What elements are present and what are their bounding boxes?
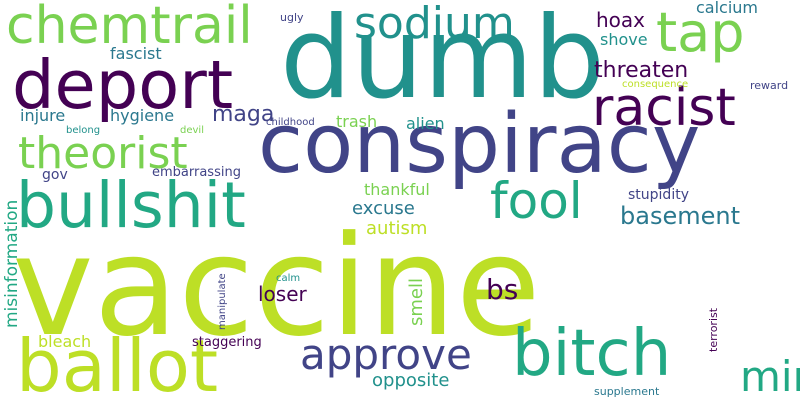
word-belong: belong [66,125,101,136]
word-loser: loser [258,282,307,306]
word-scared: scared [712,392,800,400]
word-staggering: staggering [192,335,262,350]
word-devil: devil [180,125,204,136]
word-sodium: sodium [354,0,515,49]
word-threaten: threaten [594,58,689,83]
word-terrorist: terrorist [707,307,720,352]
word-deport: deport [12,46,234,124]
word-smell: smell [406,278,427,326]
word-ballot: ballot [16,324,219,400]
word-alien: alien [406,114,445,133]
word-fascist: fascist [110,44,162,63]
word-injure: injure [20,106,66,125]
word-vaccine: vaccine [12,206,541,367]
word-maga: maga [212,102,275,127]
word-approve: approve [300,330,472,379]
word-manipulate: manipulate [217,273,228,330]
word-calcium: calcium [696,0,759,17]
word-miracle: miracle [740,352,800,400]
word-bitch: bitch [512,317,672,391]
word-bs: bs [486,273,519,306]
word-tap: tap [656,1,745,64]
word-racist: racist [592,78,736,138]
word-hoax: hoax [596,8,646,32]
word-autism: autism [366,218,428,239]
word-gov: gov [42,167,68,183]
word-theorist: theorist [18,128,188,179]
word-excuse: excuse [352,198,415,219]
word-embarrassing: embarrassing [152,165,241,180]
word-thankful: thankful [364,180,430,199]
word-calm: calm [276,273,301,284]
word-bleach: bleach [38,332,92,351]
word-fool: fool [490,172,583,230]
word-misinformation: misinformation [2,199,22,328]
word-stupidity: stupidity [628,187,689,203]
word-chemtrail: chemtrail [6,0,253,56]
word-consequence: consequence [622,79,689,90]
word-supplement: supplement [594,385,660,398]
word-bullshit: bullshit [16,169,246,242]
word-trash: trash [336,112,378,131]
word-basement: basement [620,202,740,230]
word-reward: reward [750,79,789,92]
word-hygiene: hygiene [110,106,175,125]
word-opposite: opposite [372,370,450,391]
word-conspiracy: conspiracy [258,97,701,192]
word-ugly: ugly [280,11,304,24]
word-dumb: dumb [280,0,606,124]
word-shove: shove [600,30,648,49]
word-childhood: childhood [266,117,315,128]
